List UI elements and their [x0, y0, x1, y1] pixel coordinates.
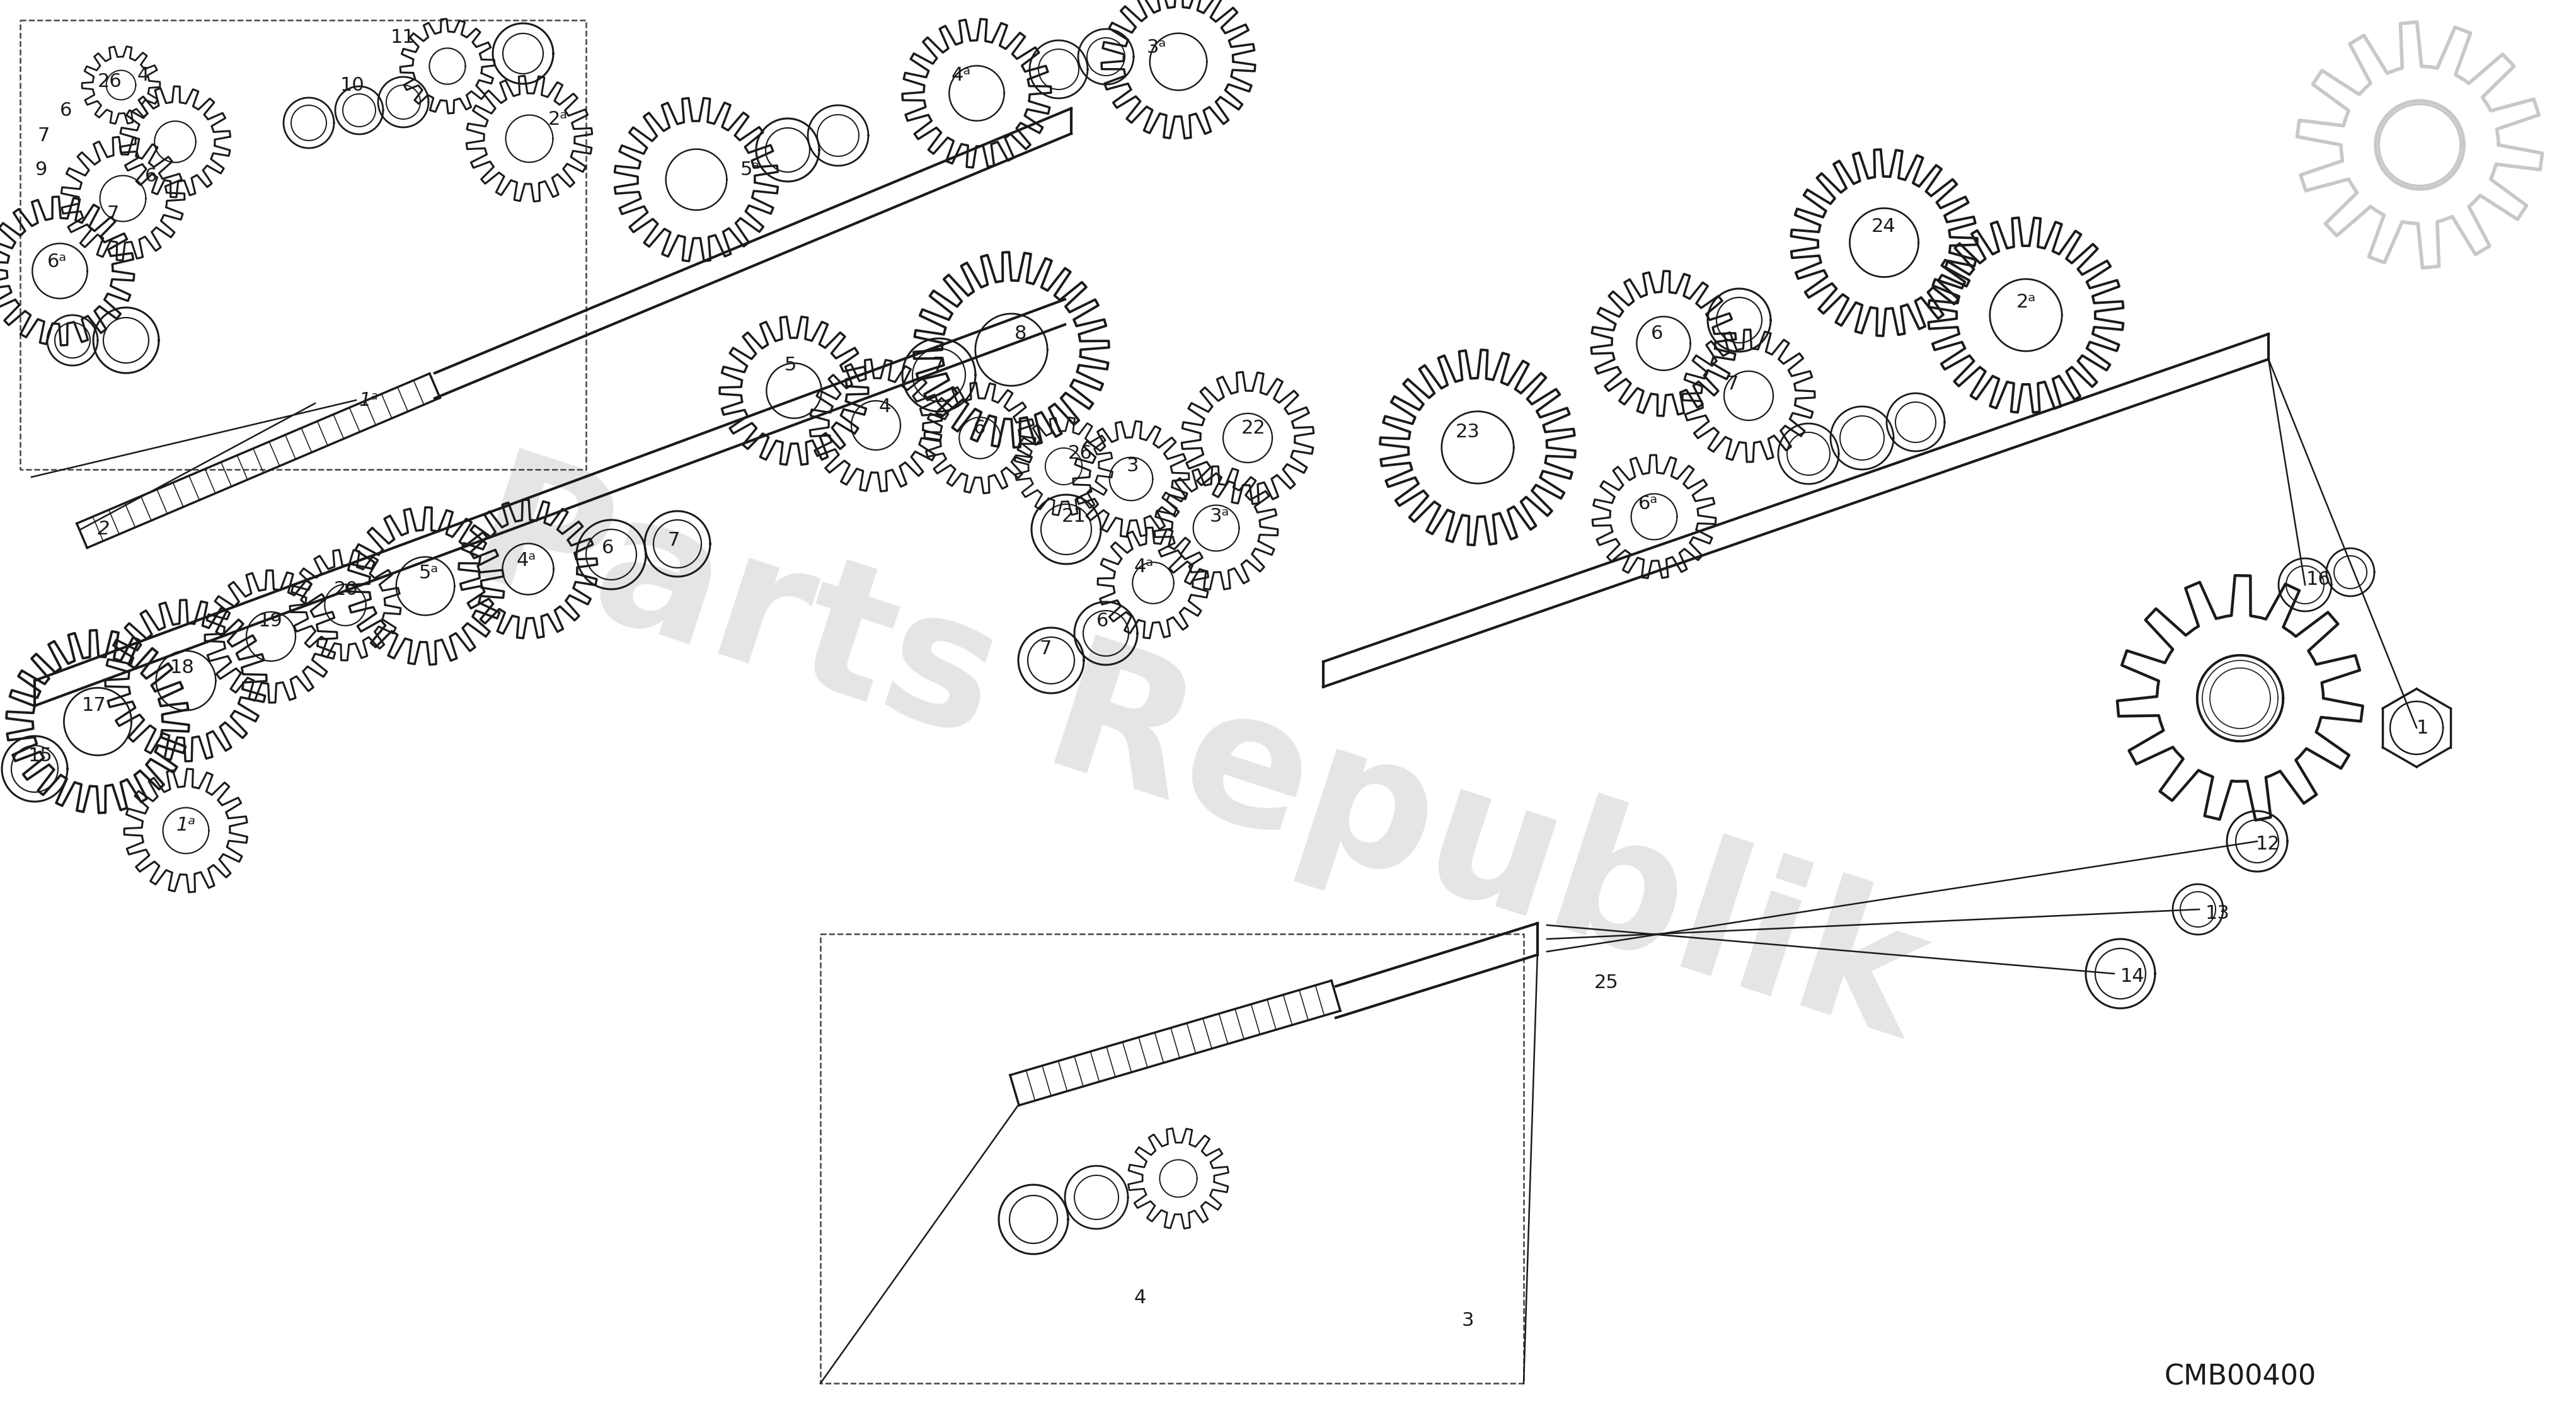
Text: 6: 6: [974, 419, 987, 437]
Text: 23: 23: [1455, 422, 1481, 440]
Text: 4ᵃ: 4ᵃ: [1133, 557, 1154, 576]
Text: 4: 4: [1133, 1290, 1146, 1308]
Text: 17: 17: [82, 697, 106, 715]
Text: 7: 7: [667, 532, 680, 550]
Text: 14: 14: [2120, 968, 2146, 986]
Text: 13: 13: [2205, 904, 2231, 923]
Text: 24: 24: [1873, 217, 1896, 236]
Text: 5ᵃ: 5ᵃ: [420, 564, 438, 583]
Text: 11: 11: [392, 28, 415, 47]
Text: 3ᵃ: 3ᵃ: [1211, 508, 1229, 526]
Text: 15: 15: [28, 746, 52, 765]
Text: 3ᵃ: 3ᵃ: [1146, 38, 1167, 56]
Text: 2ᵃ: 2ᵃ: [2017, 293, 2035, 312]
Text: 8: 8: [1015, 325, 1028, 343]
Text: 6: 6: [1651, 325, 1664, 343]
Text: 2: 2: [98, 521, 111, 539]
Text: 3: 3: [1463, 1311, 1473, 1329]
Text: 12: 12: [2257, 835, 2280, 854]
Text: 26: 26: [98, 73, 121, 92]
Text: 19: 19: [258, 611, 283, 629]
Text: 6ᵃ: 6ᵃ: [1638, 495, 1659, 514]
Text: 6: 6: [1097, 611, 1108, 629]
Text: 26: 26: [1069, 444, 1092, 463]
Text: 5ᵃ: 5ᵃ: [739, 161, 760, 179]
Text: 6: 6: [144, 168, 157, 186]
Text: 21: 21: [1061, 508, 1087, 526]
Text: 5: 5: [786, 357, 796, 375]
Text: 18: 18: [170, 659, 196, 677]
Text: 6: 6: [59, 102, 72, 120]
Text: Parts Republik: Parts Republik: [451, 437, 1945, 1075]
Text: 1ᵃ: 1ᵃ: [175, 817, 196, 835]
Text: 6ᵃ: 6ᵃ: [46, 253, 67, 271]
Text: 7: 7: [1726, 375, 1739, 394]
Text: CMB00400: CMB00400: [2164, 1363, 2316, 1390]
Text: 20: 20: [335, 580, 358, 598]
Text: 16: 16: [2306, 570, 2331, 588]
Text: 4: 4: [878, 398, 891, 416]
Text: 9: 9: [33, 161, 46, 179]
Text: 4: 4: [137, 66, 149, 85]
Text: 1: 1: [2416, 718, 2429, 737]
Text: 25: 25: [1595, 974, 1618, 992]
Text: 7: 7: [39, 127, 49, 145]
Text: 7: 7: [933, 357, 945, 375]
Text: 1ᵃ: 1ᵃ: [358, 391, 379, 409]
Text: 6: 6: [603, 539, 613, 557]
Text: 7: 7: [108, 205, 118, 223]
Text: 3: 3: [1126, 457, 1139, 476]
Text: 7: 7: [1041, 641, 1051, 659]
Text: 4ᵃ: 4ᵃ: [518, 552, 536, 570]
Text: 2ᵃ: 2ᵃ: [549, 110, 567, 128]
Text: 10: 10: [340, 76, 366, 95]
Text: 22: 22: [1242, 419, 1265, 437]
Text: 4ᵃ: 4ᵃ: [951, 66, 971, 85]
